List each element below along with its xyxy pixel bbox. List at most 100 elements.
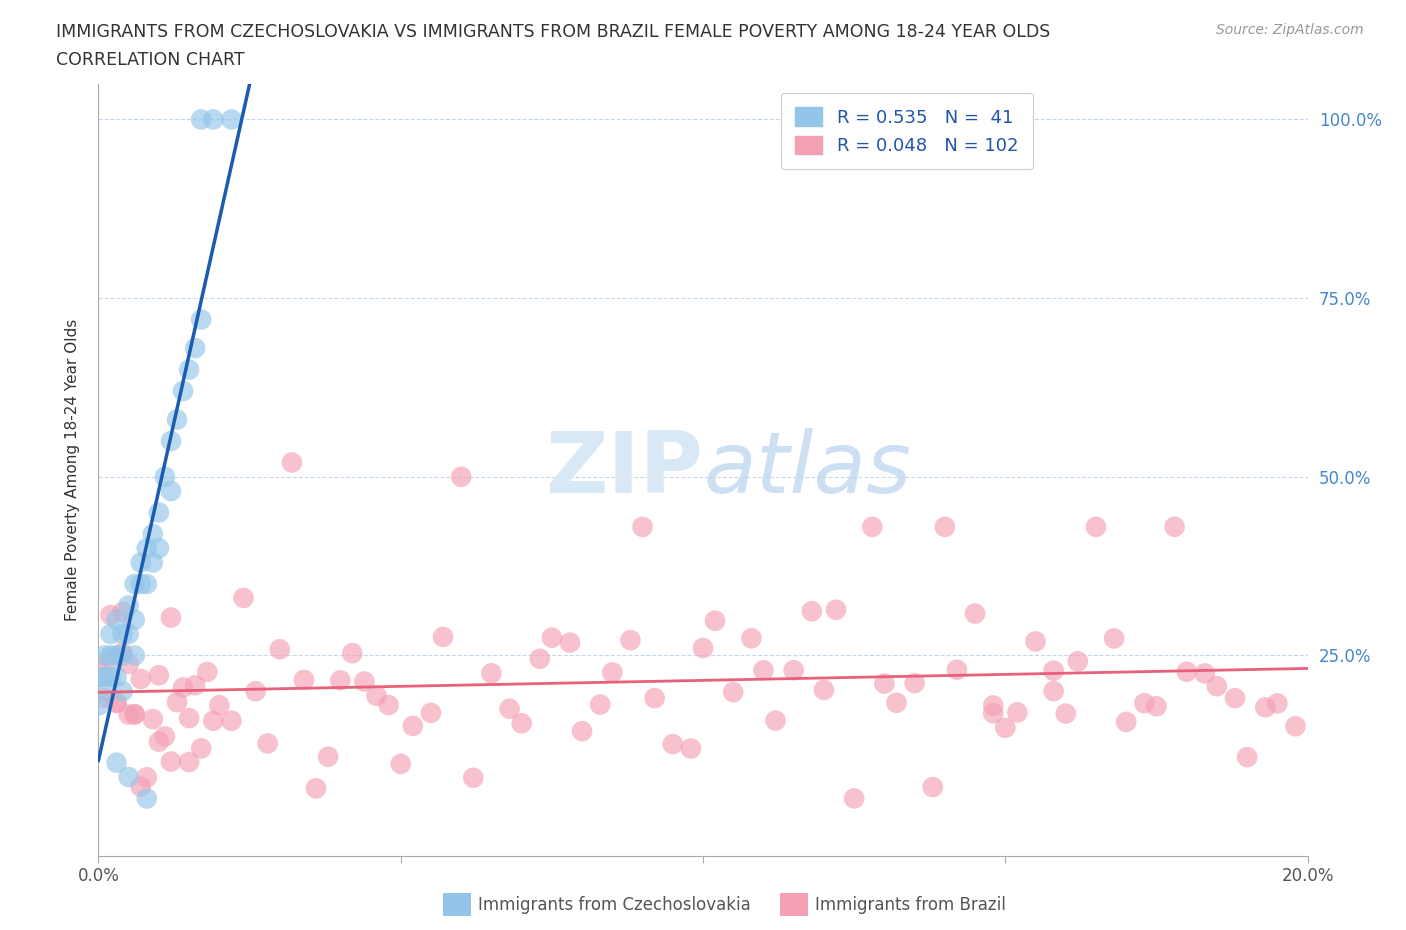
Point [135,577,157,591]
Point [1206,679,1229,694]
Point [1054,706,1077,721]
Point [463,770,485,785]
Point [571,724,593,738]
Point [1042,663,1064,678]
Point [160,433,183,448]
Point [105,696,128,711]
Point [221,112,243,126]
Point [723,684,745,699]
Point [184,678,207,693]
Point [946,662,969,677]
Point [105,755,128,770]
Point [1236,750,1258,764]
Point [232,591,254,605]
Point [1175,664,1198,679]
Point [281,455,304,470]
Point [329,673,352,688]
Point [316,750,339,764]
Point [118,769,141,784]
Point [148,734,170,749]
Point [100,607,122,622]
Point [93,691,115,706]
Point [1007,705,1029,720]
Point [256,736,278,751]
Point [111,627,134,642]
Point [135,541,157,556]
Point [111,684,134,698]
Point [111,604,134,619]
Point [179,362,201,377]
Point [124,612,146,627]
Point [886,696,908,711]
Point [692,641,714,656]
Point [100,670,122,684]
Point [965,606,987,621]
Point [195,665,218,680]
Point [100,651,122,666]
Point [800,604,823,618]
Point [1024,634,1046,649]
Point [1223,691,1246,706]
Point [1085,519,1108,534]
Point [292,672,315,687]
Point [105,696,128,711]
Text: CORRELATION CHART: CORRELATION CHART [56,51,245,69]
Point [981,706,1004,721]
Point [93,648,115,663]
Point [704,613,727,628]
Text: ZIP: ZIP [546,428,703,512]
Point [166,695,188,710]
Point [619,632,641,647]
Point [124,707,146,722]
Point [135,791,157,806]
Point [1284,719,1306,734]
Point [179,711,201,725]
Point [1194,666,1216,681]
Point [498,701,520,716]
Point [124,577,146,591]
Point [813,683,835,698]
Legend: R = 0.535   N =  41, R = 0.048   N = 102: R = 0.535 N = 41, R = 0.048 N = 102 [780,93,1032,169]
Point [129,555,152,570]
Point [981,698,1004,713]
Point [160,484,183,498]
Point [105,612,128,627]
Point [420,705,443,720]
Point [631,519,654,534]
Point [124,648,146,663]
Point [93,684,115,698]
Point [179,754,201,769]
Point [994,721,1017,736]
Point [873,676,896,691]
Point [245,684,267,698]
Point [105,670,128,684]
Point [825,603,848,618]
Point [142,711,165,726]
Point [860,519,883,534]
Point [190,312,212,327]
Point [202,112,225,126]
Point [1267,696,1289,711]
Point [305,781,328,796]
Point [190,741,212,756]
Point [510,716,533,731]
Point [921,779,943,794]
Point [118,707,141,722]
Point [904,676,927,691]
Point [153,729,176,744]
Point [844,791,866,806]
Point [87,659,110,674]
Point [679,741,702,756]
Point [402,719,425,734]
Text: IMMIGRANTS FROM CZECHOSLOVAKIA VS IMMIGRANTS FROM BRAZIL FEMALE POVERTY AMONG 18: IMMIGRANTS FROM CZECHOSLOVAKIA VS IMMIGR… [56,23,1050,41]
Point [190,112,212,126]
Point [353,674,375,689]
Point [202,713,225,728]
Point [1163,519,1185,534]
Point [644,691,666,706]
Text: atlas: atlas [703,428,911,512]
Text: Immigrants from Brazil: Immigrants from Brazil [815,896,1007,914]
Point [118,657,141,671]
Point [1144,698,1167,713]
Point [661,737,683,751]
